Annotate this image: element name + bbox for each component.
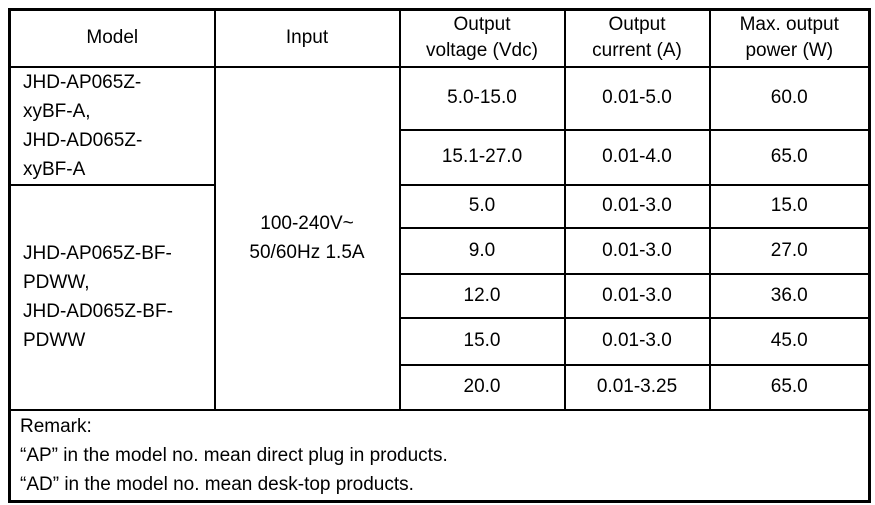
header-max-power-line2: power (W) [745,40,834,62]
power-cell: 36.0 [708,272,871,319]
current-cell: 0.01-3.25 [563,363,711,411]
power-cell: 45.0 [708,316,871,366]
voltage-cell: 15.1-27.0 [398,129,566,186]
model-group2-line2: PDWW, [23,272,90,293]
model-group1-line4: xyBF-A [23,158,86,180]
power-cell: 65.0 [708,129,871,186]
model-group1-line3: JHD-AD065Z- [23,129,143,151]
table-row: 15.1-27.0 0.01-4.0 65.0 [10,129,871,186]
table-row: 12.0 0.01-3.0 36.0 [10,272,871,319]
remark-title: Remark: [20,415,92,437]
current-cell: 0.01-3.0 [563,272,711,319]
current-cell: 0.01-3.0 [563,226,711,275]
header-max-power: Max. output power (W) [708,8,871,68]
power-cell: 65.0 [708,363,871,411]
input-line1: 100-240V~ [260,213,354,234]
model-group2-line1: JHD-AP065Z-BF- [23,243,172,264]
power-cell: 15.0 [708,183,871,229]
voltage-cell: 12.0 [398,272,566,319]
remark-line-ad: “AD” in the model no. mean desk-top prod… [20,473,414,495]
table-row: JHD-AP065Z- xyBF-A, JHD-AD065Z- xyBF-A 1… [8,65,871,411]
table-row: 9.0 0.01-3.0 27.0 [10,226,871,275]
header-output-current: Output current (A) [563,8,711,68]
model-cell-group1: JHD-AP065Z- xyBF-A, JHD-AD065Z- xyBF-A [8,65,216,186]
input-line2: 50/60Hz 1.5A [249,242,365,263]
voltage-cell: 5.0 [398,183,566,229]
header-model: Model [8,8,216,68]
header-output-voltage-line2: voltage (Vdc) [426,40,538,62]
table-row: 15.0 0.01-3.0 45.0 [10,316,871,366]
header-input-label: Input [285,27,329,49]
header-model-label: Model [86,27,139,49]
model-cell-group2: JHD-AP065Z-BF- PDWW, JHD-AD065Z-BF- PDWW [8,183,216,411]
table-row: JHD-AP065Z-BF- PDWW, JHD-AD065Z-BF- PDWW… [8,183,871,411]
header-max-power-line1: Max. output [739,14,839,36]
header-output-current-line1: Output [608,14,666,36]
spec-table: Model Input Output voltage (Vdc) Output … [8,8,871,503]
current-cell: 0.01-5.0 [563,65,711,132]
header-output-voltage: Output voltage (Vdc) [398,8,566,68]
remark-line-ap: “AP” in the model no. mean direct plug i… [20,444,448,466]
power-cell: 60.0 [708,65,871,132]
current-cell: 0.01-3.0 [563,316,711,366]
model-group2-line4: PDWW [23,330,86,351]
remark-row: Remark: “AP” in the model no. mean direc… [8,408,871,503]
header-input: Input [213,8,401,68]
voltage-cell: 9.0 [398,226,566,275]
header-output-current-line2: current (A) [592,40,682,62]
voltage-cell: 20.0 [398,363,566,411]
voltage-cell: 5.0-15.0 [398,65,566,132]
model-group1-line1: JHD-AP065Z- [23,71,142,93]
table-row: 20.0 0.01-3.25 65.0 [10,363,871,411]
model-group2-line3: JHD-AD065Z-BF- [23,301,173,322]
voltage-cell: 15.0 [398,316,566,366]
model-group1-line2: xyBF-A, [23,100,91,122]
current-cell: 0.01-3.0 [563,183,711,229]
power-cell: 27.0 [708,226,871,275]
header-row: Model Input Output voltage (Vdc) Output … [8,8,871,68]
current-cell: 0.01-4.0 [563,129,711,186]
input-cell: 100-240V~ 50/60Hz 1.5A [213,65,401,411]
remark-cell: Remark: “AP” in the model no. mean direc… [8,408,871,503]
header-output-voltage-line1: Output [453,14,511,36]
